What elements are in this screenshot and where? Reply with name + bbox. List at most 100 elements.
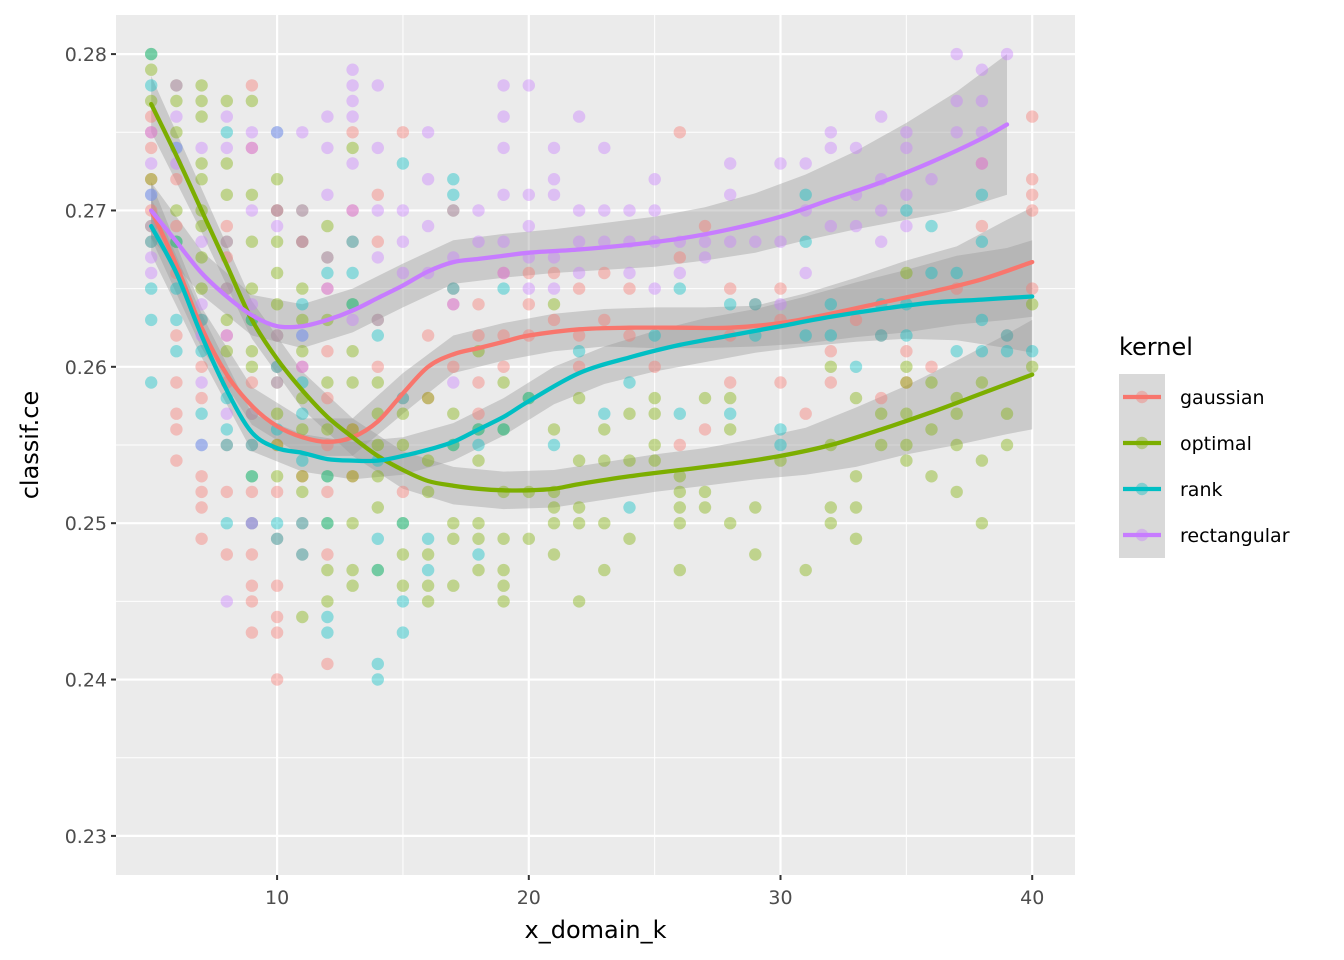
point-rank [497,282,510,295]
point-rectangular [145,251,158,264]
point-optimal [270,173,284,186]
point-gaussian [296,360,309,373]
point-rectangular [824,141,837,155]
x-tick-label: 30 [768,887,792,909]
point-optimal [170,79,183,92]
point-optimal [849,470,863,483]
point-gaussian [195,532,208,545]
point-rectangular [195,438,208,452]
point-rank [950,345,963,358]
point-rank [195,407,208,420]
point-gaussian [724,282,737,295]
point-optimal [497,595,510,608]
point-rank [296,454,309,467]
point-rectangular [849,219,863,233]
point-rectangular [698,251,712,264]
point-rank [447,188,460,201]
point-optimal [245,470,259,483]
point-optimal [1026,298,1039,311]
point-optimal [673,563,686,577]
point-rank [371,673,384,686]
point-gaussian [975,157,989,170]
point-gaussian [346,470,359,483]
point-optimal [598,517,611,530]
point-rank [925,219,938,233]
point-optimal [447,579,460,592]
line-optimal [149,101,1035,493]
point-optimal [371,313,384,327]
point-gaussian [849,313,863,327]
point-rank [270,126,284,139]
point-gaussian [421,329,435,342]
point-rectangular [321,141,334,155]
point-rectangular [321,251,334,264]
point-rectangular [572,204,586,217]
point-rectangular [975,63,989,76]
point-optimal [623,407,636,420]
point-rectangular [371,204,384,217]
point-rectangular [371,313,384,327]
y-axis-title: classif.ce [16,391,44,500]
legend-label-gaussian: gaussian [1180,387,1265,409]
point-optimal [497,563,510,577]
point-optimal [270,470,284,483]
point-rectangular [547,251,561,264]
point-optimal [421,595,435,608]
point-optimal [346,376,359,389]
point-rectangular [1000,47,1014,61]
point-rectangular [396,266,410,280]
point-gaussian [1026,110,1039,123]
point-gaussian [270,204,284,217]
point-rectangular [195,141,208,155]
legend-label-optimal: optimal [1180,433,1252,455]
point-gaussian [245,485,259,499]
point-optimal [824,517,837,530]
point-optimal [296,345,309,358]
legend: kernel gaussian optimal rank rectangular [1119,333,1290,558]
point-optimal [900,454,913,467]
point-rank [799,329,812,342]
point-rank [170,345,183,358]
point-rank [321,517,334,530]
band-gaussian [151,182,1033,456]
point-rank [296,407,309,420]
point-gaussian [698,219,712,233]
y-axis-ticks: 0.23 0.24 0.25 0.26 0.27 0.28 [65,44,116,848]
point-optimal [220,94,233,108]
point-rank [145,79,158,92]
point-optimal [195,94,208,108]
point-rectangular [296,235,309,248]
point-gaussian [824,376,837,389]
point-rectangular [497,141,510,155]
point-optimal [824,501,837,514]
point-optimal [673,485,686,499]
point-optimal [572,391,586,405]
point-rank [824,298,837,311]
point-gaussian [296,235,309,248]
point-optimal [371,438,384,452]
point-rank [145,47,158,61]
point-rectangular [270,219,284,233]
point-optimal [724,423,737,436]
point-rectangular [220,407,233,420]
point-gaussian [1026,204,1039,217]
point-optimal [296,485,309,499]
point-rank [421,532,435,545]
point-rank [396,595,410,608]
point-gaussian [195,501,208,514]
point-rank [396,517,410,530]
point-gaussian [245,141,259,155]
point-rectangular [497,266,510,280]
point-rank [220,438,233,452]
point-rank [975,313,989,327]
point-gaussian [447,282,460,295]
point-rectangular [145,188,158,201]
point-rank [321,266,334,280]
point-optimal [195,282,208,295]
point-optimal [245,345,259,358]
point-rectangular [472,235,485,248]
point-rank [673,282,686,295]
point-rectangular [270,329,284,342]
point-rectangular [421,126,435,139]
point-gaussian [472,329,485,342]
